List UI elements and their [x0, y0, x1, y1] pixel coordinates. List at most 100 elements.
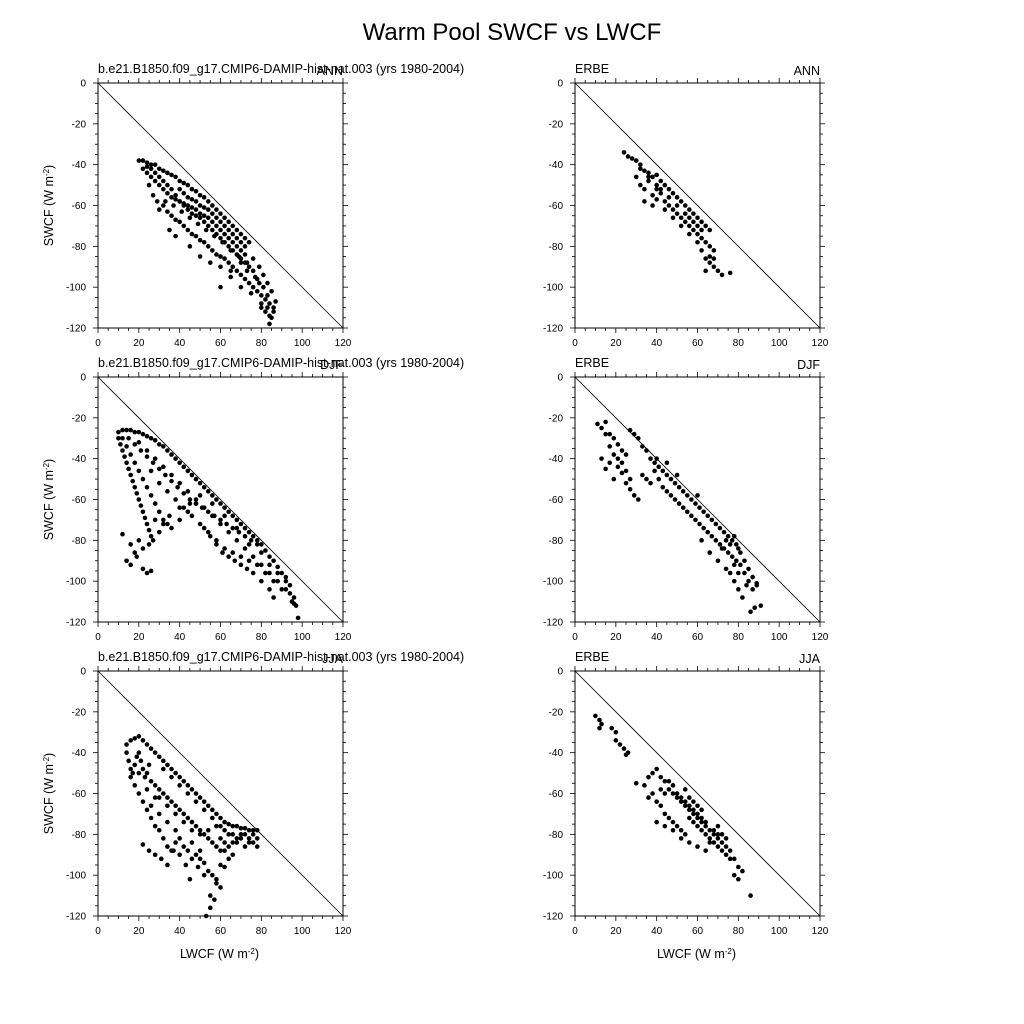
data-point — [752, 605, 757, 611]
data-point — [232, 558, 238, 564]
data-point — [214, 823, 219, 829]
y-tick-label: 0 — [557, 373, 563, 384]
data-point — [248, 538, 254, 543]
data-point — [635, 497, 641, 502]
data-point — [719, 546, 725, 551]
data-point — [142, 515, 148, 521]
data-point — [224, 521, 229, 527]
data-point — [187, 497, 193, 502]
data-point — [687, 795, 692, 800]
data-point — [124, 444, 129, 449]
data-point — [265, 293, 270, 298]
y-tick-label: 0 — [80, 79, 86, 90]
data-point — [682, 203, 688, 208]
data-point — [246, 558, 252, 564]
data-point — [201, 872, 207, 878]
data-point — [275, 578, 280, 584]
data-point — [727, 542, 733, 547]
data-point — [642, 186, 647, 192]
y-axis-title-text: SWCF (W m — [42, 470, 56, 540]
data-point — [695, 223, 700, 229]
data-point — [218, 227, 223, 233]
data-point — [642, 199, 647, 204]
scatter-points — [124, 734, 260, 919]
data-point — [254, 827, 260, 833]
data-point — [607, 444, 613, 449]
data-point — [128, 452, 133, 457]
data-point — [715, 836, 721, 841]
data-point — [727, 856, 733, 862]
data-point — [165, 190, 170, 196]
data-point — [731, 533, 737, 539]
y-tick-label: -40 — [72, 160, 87, 171]
data-point — [729, 538, 735, 543]
data-point — [715, 844, 721, 849]
data-point — [615, 442, 621, 447]
x-tick-label: 100 — [771, 338, 788, 349]
data-point — [275, 564, 280, 570]
data-point — [136, 440, 142, 445]
data-point — [218, 219, 223, 225]
data-point — [140, 158, 146, 163]
y-tick-label: -60 — [72, 495, 87, 506]
x-tick-label: 80 — [256, 632, 268, 643]
y-axis-title-close: ) — [42, 459, 56, 463]
data-point — [707, 550, 713, 555]
data-point — [165, 170, 170, 176]
data-point — [623, 468, 629, 474]
data-point — [246, 529, 252, 535]
data-point — [599, 425, 604, 431]
data-point — [289, 599, 295, 604]
data-point — [201, 832, 207, 837]
data-point — [246, 264, 252, 270]
x-axis-title-text: LWCF (W m — [180, 947, 248, 961]
data-point — [181, 491, 187, 496]
data-point — [156, 754, 162, 760]
data-point — [148, 568, 154, 574]
data-point — [218, 254, 223, 259]
data-point — [148, 815, 154, 821]
data-point — [169, 799, 174, 804]
data-point — [699, 807, 704, 813]
data-point — [161, 766, 166, 772]
data-point — [259, 293, 264, 298]
data-point — [682, 832, 688, 837]
data-point — [222, 827, 227, 833]
data-point — [593, 713, 598, 719]
data-point — [181, 180, 187, 186]
data-point — [197, 848, 203, 853]
data-point — [711, 840, 717, 845]
data-point — [725, 550, 731, 555]
x-axis-title-close: ) — [255, 947, 259, 961]
data-point — [703, 832, 708, 837]
data-point — [156, 166, 162, 172]
data-point — [136, 429, 142, 435]
data-point — [611, 452, 617, 457]
data-point — [680, 505, 686, 510]
data-point — [185, 468, 191, 474]
data-point — [293, 603, 299, 608]
data-point — [214, 542, 219, 547]
data-point — [666, 195, 672, 200]
data-point — [662, 823, 668, 829]
x-tick-label: 40 — [651, 632, 663, 643]
data-point — [670, 783, 676, 788]
data-point — [744, 582, 749, 588]
data-point — [646, 170, 651, 176]
data-point — [185, 182, 191, 188]
data-point — [234, 268, 240, 274]
data-point — [126, 435, 131, 441]
data-point — [646, 795, 651, 800]
data-point — [148, 803, 154, 809]
data-point — [197, 237, 203, 243]
data-point — [250, 268, 256, 274]
data-point — [148, 166, 154, 172]
data-point — [210, 248, 215, 253]
x-tick-label: 100 — [771, 632, 788, 643]
data-point — [699, 815, 704, 821]
data-point — [165, 803, 170, 809]
y-tick-label: -20 — [549, 119, 564, 130]
data-point — [120, 531, 125, 537]
data-point — [124, 750, 129, 755]
data-point — [613, 729, 619, 735]
